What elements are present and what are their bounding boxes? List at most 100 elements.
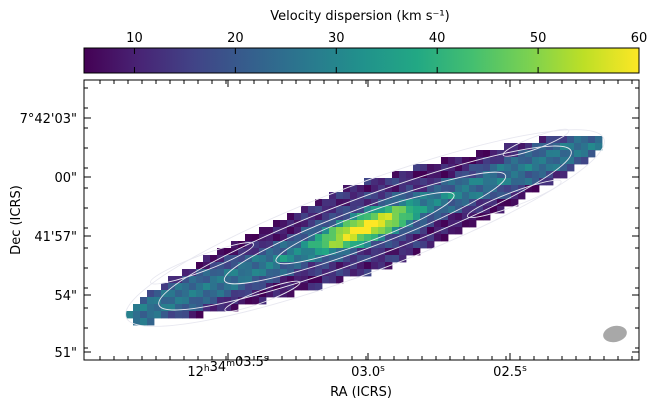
map-pixel xyxy=(427,164,435,172)
map-pixel xyxy=(336,227,344,235)
map-pixel xyxy=(308,234,316,242)
map-pixel xyxy=(567,164,575,172)
map-pixel xyxy=(497,157,505,165)
map-pixel xyxy=(315,262,323,270)
contour-line xyxy=(275,191,455,265)
map-pixel xyxy=(448,192,456,200)
map-pixel xyxy=(224,297,232,305)
map-pixel xyxy=(357,192,365,200)
map-pixel xyxy=(196,311,204,319)
map-pixel xyxy=(301,283,309,291)
map-pixel xyxy=(266,227,274,235)
map-pixel xyxy=(511,157,519,165)
map-pixel xyxy=(441,178,449,186)
colorbar-tick-label: 50 xyxy=(530,31,547,46)
map-pixel xyxy=(231,269,239,277)
map-pixel xyxy=(133,304,141,312)
map-pixel xyxy=(350,248,358,256)
map-pixel xyxy=(378,234,386,242)
map-pixel xyxy=(224,248,232,256)
contour-lines xyxy=(125,128,605,327)
map-pixel xyxy=(252,262,260,270)
map-pixel xyxy=(490,206,498,214)
map-pixel xyxy=(350,206,358,214)
map-pixel xyxy=(448,157,456,165)
map-pixel xyxy=(308,220,316,228)
map-pixel xyxy=(175,304,183,312)
map-pixel xyxy=(539,171,547,179)
map-pixel xyxy=(434,192,442,200)
map-pixel xyxy=(301,206,309,214)
map-pixel xyxy=(357,199,365,207)
map-pixel xyxy=(441,206,449,214)
map-pixel xyxy=(560,171,568,179)
map-pixel xyxy=(273,290,281,298)
map-pixel xyxy=(434,227,442,235)
map-pixel xyxy=(329,206,337,214)
map-pixel xyxy=(497,185,505,193)
map-pixel xyxy=(287,241,295,249)
map-pixel xyxy=(420,227,428,235)
map-pixel xyxy=(427,192,435,200)
map-pixel xyxy=(434,171,442,179)
map-pixel xyxy=(245,262,253,270)
dispersion-map xyxy=(125,128,627,343)
map-pixel xyxy=(315,213,323,221)
map-pixel xyxy=(476,157,484,165)
map-pixel xyxy=(266,276,274,284)
map-pixel xyxy=(287,269,295,277)
map-pixel xyxy=(546,157,554,165)
contour-line xyxy=(223,171,507,285)
map-pixel xyxy=(301,213,309,221)
map-pixel xyxy=(588,150,596,158)
map-pixel xyxy=(329,213,337,221)
map-pixel xyxy=(364,248,372,256)
map-pixel xyxy=(539,150,547,158)
map-pixel xyxy=(343,185,351,193)
map-pixel xyxy=(392,248,400,256)
map-pixel xyxy=(238,241,246,249)
map-pixel xyxy=(210,304,218,312)
map-pixel xyxy=(399,255,407,263)
map-pixel xyxy=(448,185,456,193)
map-pixel xyxy=(308,241,316,249)
map-pixel xyxy=(238,290,246,298)
map-pixel xyxy=(259,297,267,305)
map-pixel xyxy=(462,185,470,193)
map-pixel xyxy=(329,234,337,242)
map-pixel xyxy=(238,262,246,270)
map-pixel xyxy=(539,157,547,165)
map-pixel xyxy=(448,164,456,172)
map-pixel xyxy=(371,255,379,263)
map-pixel xyxy=(175,283,183,291)
map-pixel xyxy=(280,276,288,284)
map-pixel xyxy=(455,157,463,165)
map-pixel xyxy=(301,262,309,270)
map-pixel xyxy=(525,150,533,158)
map-pixel xyxy=(231,304,239,312)
map-pixel xyxy=(210,255,218,263)
map-pixel xyxy=(189,290,197,298)
map-pixel xyxy=(434,185,442,193)
map-pixel xyxy=(483,164,491,172)
map-pixel xyxy=(238,248,246,256)
map-pixel xyxy=(343,269,351,277)
map-pixel xyxy=(567,157,575,165)
map-pixel xyxy=(182,269,190,277)
map-pixel xyxy=(357,255,365,263)
map-pixel xyxy=(245,290,253,298)
y-tick-label: 00" xyxy=(54,171,77,186)
map-pixel xyxy=(462,213,470,221)
map-pixel xyxy=(350,241,358,249)
map-pixel xyxy=(161,311,169,319)
map-pixel xyxy=(280,220,288,228)
map-pixel xyxy=(238,297,246,305)
map-pixel xyxy=(196,283,204,291)
map-pixel xyxy=(532,150,540,158)
map-pixel xyxy=(399,206,407,214)
y-tick-label: 7°42'03" xyxy=(20,112,77,127)
map-pixel xyxy=(504,143,512,151)
map-pixel xyxy=(259,283,267,291)
map-pixel xyxy=(224,262,232,270)
map-pixel xyxy=(448,178,456,186)
